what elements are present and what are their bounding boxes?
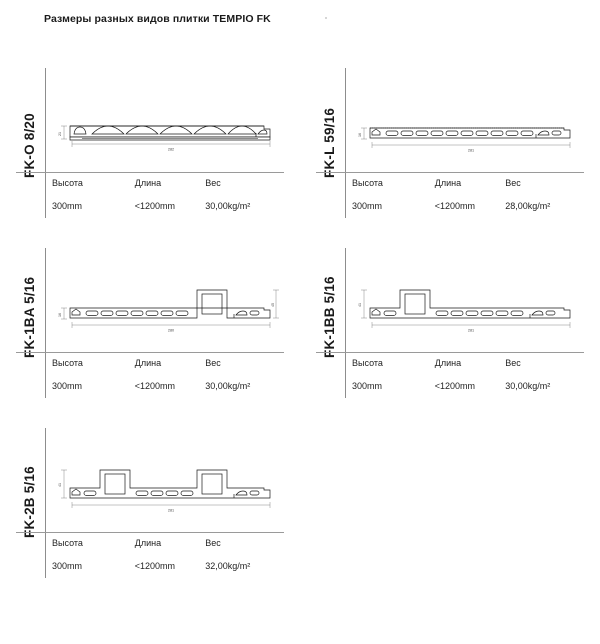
title-marker-dot xyxy=(325,17,327,19)
panel-fk-1bb-5-16[interactable]: FK-1BB 5/16 xyxy=(300,240,600,420)
panel-code-label: FK-1BB 5/16 xyxy=(322,276,337,358)
profile-drawing-flat: 16 281 xyxy=(352,82,588,168)
profile-drawing-one-block-left: 41 281 xyxy=(352,262,588,348)
spec-value-row: 300mm <1200mm 30,00kg/m² xyxy=(52,381,288,391)
spec-value-length: <1200mm xyxy=(134,201,176,211)
panel-horizontal-rule xyxy=(316,352,584,353)
spec-header-weight: Вес xyxy=(205,538,221,548)
spec-value-row: 300mm <1200mm 32,00kg/m² xyxy=(52,561,288,571)
spec-header-height: Высота xyxy=(52,358,83,368)
spec-value-weight: 32,00kg/m² xyxy=(205,561,251,571)
spec-header-height: Высота xyxy=(52,178,83,188)
spec-value-row: 300mm <1200mm 30,00kg/m² xyxy=(352,381,588,391)
spec-header-height: Высота xyxy=(352,358,383,368)
spec-header-row: Высота Длина Вес xyxy=(52,538,288,548)
spec-value-height: 300mm xyxy=(52,201,83,211)
spec-header-weight: Вес xyxy=(205,178,221,188)
panel-code-label: FK-L 59/16 xyxy=(322,107,337,178)
spec-value-weight: 30,00kg/m² xyxy=(205,201,251,211)
spec-header-row: Высота Длина Вес xyxy=(352,358,588,368)
dim-width-label: 281 xyxy=(468,149,474,153)
spec-table: Высота Длина Вес 300mm <1200mm 28,00kg/m… xyxy=(352,178,588,211)
spec-value-weight: 30,00kg/m² xyxy=(505,381,551,391)
spec-header-row: Высота Длина Вес xyxy=(352,178,588,188)
spec-header-length: Длина xyxy=(134,538,162,548)
panel-vertical-rule xyxy=(345,68,346,218)
spec-header-row: Высота Длина Вес xyxy=(52,358,288,368)
dim-width-label: 281 xyxy=(468,329,474,333)
spec-value-length: <1200mm xyxy=(134,381,176,391)
spec-table: Высота Длина Вес 300mm <1200mm 32,00kg/m… xyxy=(52,538,288,571)
profile-drawing-two-blocks: 41 281 xyxy=(52,442,288,528)
panel-fk-l-59-16[interactable]: FK-L 59/16 xyxy=(300,60,600,240)
panel-vertical-rule xyxy=(45,68,46,218)
spec-header-length: Длина xyxy=(134,178,162,188)
spec-value-height: 300mm xyxy=(52,561,83,571)
spec-header-height: Высота xyxy=(352,178,383,188)
spec-value-weight: 30,00kg/m² xyxy=(205,381,251,391)
panel-fk-1ba-5-16[interactable]: FK-1BA 5/16 xyxy=(0,240,300,420)
panel-vertical-rule xyxy=(345,248,346,398)
spec-header-weight: Вес xyxy=(205,358,221,368)
panel-horizontal-rule xyxy=(16,532,284,533)
spec-header-length: Длина xyxy=(134,358,162,368)
spec-value-height: 300mm xyxy=(52,381,83,391)
dim-width-label: 281 xyxy=(168,509,174,513)
spec-table: Высота Длина Вес 300mm <1200mm 30,00kg/m… xyxy=(52,358,288,391)
panel-grid: FK-O 8/20 xyxy=(0,60,600,600)
spec-table: Высота Длина Вес 300mm <1200mm 30,00kg/m… xyxy=(52,178,288,211)
dim-width-label: 280 xyxy=(168,329,174,333)
panel-fk-o-8-20[interactable]: FK-O 8/20 xyxy=(0,60,300,240)
panel-code-label: FK-1BA 5/16 xyxy=(22,276,37,358)
panel-vertical-rule xyxy=(45,428,46,578)
panel-code-label: FK-2B 5/16 xyxy=(22,466,37,538)
spec-table: Высота Длина Вес 300mm <1200mm 30,00kg/m… xyxy=(352,358,588,391)
panel-vertical-rule xyxy=(45,248,46,398)
dim-thickness-label: 16 xyxy=(58,313,62,317)
page-title: Размеры разных видов плитки TEMPIO FK xyxy=(44,13,271,25)
profile-drawing-wave: 21 282 xyxy=(52,82,288,168)
panel-horizontal-rule xyxy=(316,172,584,173)
dim-thickness-label: 21 xyxy=(58,132,62,136)
dim-thickness-label: 41 xyxy=(358,303,362,307)
spec-value-weight: 28,00kg/m² xyxy=(505,201,551,211)
panel-row: FK-O 8/20 xyxy=(0,60,600,240)
dim-block-label: 45 xyxy=(271,303,275,307)
spec-value-length: <1200mm xyxy=(134,561,176,571)
spec-value-length: <1200mm xyxy=(434,201,476,211)
spec-value-row: 300mm <1200mm 28,00kg/m² xyxy=(352,201,588,211)
panel-fk-2b-5-16[interactable]: FK-2B 5/16 xyxy=(0,420,300,600)
panel-row: FK-1BA 5/16 xyxy=(0,240,600,420)
spec-header-length: Длина xyxy=(434,358,462,368)
spec-value-height: 300mm xyxy=(352,201,383,211)
dim-thickness-label: 41 xyxy=(58,483,62,487)
spec-value-row: 300mm <1200mm 30,00kg/m² xyxy=(52,201,288,211)
spec-header-length: Длина xyxy=(434,178,462,188)
spec-value-length: <1200mm xyxy=(434,381,476,391)
spec-value-height: 300mm xyxy=(352,381,383,391)
profile-drawing-one-block-right: 16 45 280 xyxy=(52,262,288,348)
spec-header-height: Высота xyxy=(52,538,83,548)
spec-header-weight: Вес xyxy=(505,178,521,188)
dim-thickness-label: 16 xyxy=(358,133,362,137)
panel-row: FK-2B 5/16 xyxy=(0,420,600,600)
panel-horizontal-rule xyxy=(16,172,284,173)
panel-horizontal-rule xyxy=(16,352,284,353)
panel-code-label: FK-O 8/20 xyxy=(22,113,37,178)
dim-width-label: 282 xyxy=(168,148,174,152)
spec-header-weight: Вес xyxy=(505,358,521,368)
spec-header-row: Высота Длина Вес xyxy=(52,178,288,188)
